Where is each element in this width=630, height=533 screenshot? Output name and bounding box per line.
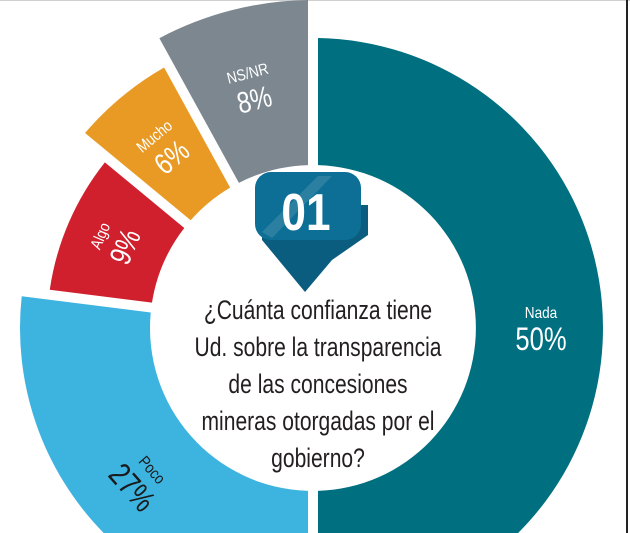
slices [20, 0, 604, 533]
right-border [626, 0, 628, 533]
question-badge: 01 [255, 172, 368, 292]
slice-mucho [85, 67, 231, 221]
question-line: de las concesiones [228, 369, 408, 399]
question-line: ¿Cuánta confianza tiene [203, 295, 433, 325]
top-border [0, 0, 630, 1]
badge-number: 01 [281, 184, 330, 242]
question-line: gobierno? [271, 443, 365, 473]
slice-algo [49, 162, 185, 303]
slice-value-label: 50% [515, 322, 566, 357]
slice-value-label: 8% [233, 79, 275, 121]
badge-shine [262, 176, 332, 238]
slice-poco [20, 296, 309, 533]
slice-category-label: Nada [525, 305, 558, 322]
slice-nada [318, 38, 604, 533]
badge-box [255, 172, 361, 240]
question-line: Ud. sobre la transparencia [194, 332, 442, 362]
slice-nsnr [159, 0, 308, 183]
question-text: ¿Cuánta confianza tiene Ud. sobre la tra… [162, 292, 474, 477]
question-line: mineras otorgadas por el [201, 406, 435, 436]
slice-label-group: NS/NR8% [225, 61, 275, 121]
